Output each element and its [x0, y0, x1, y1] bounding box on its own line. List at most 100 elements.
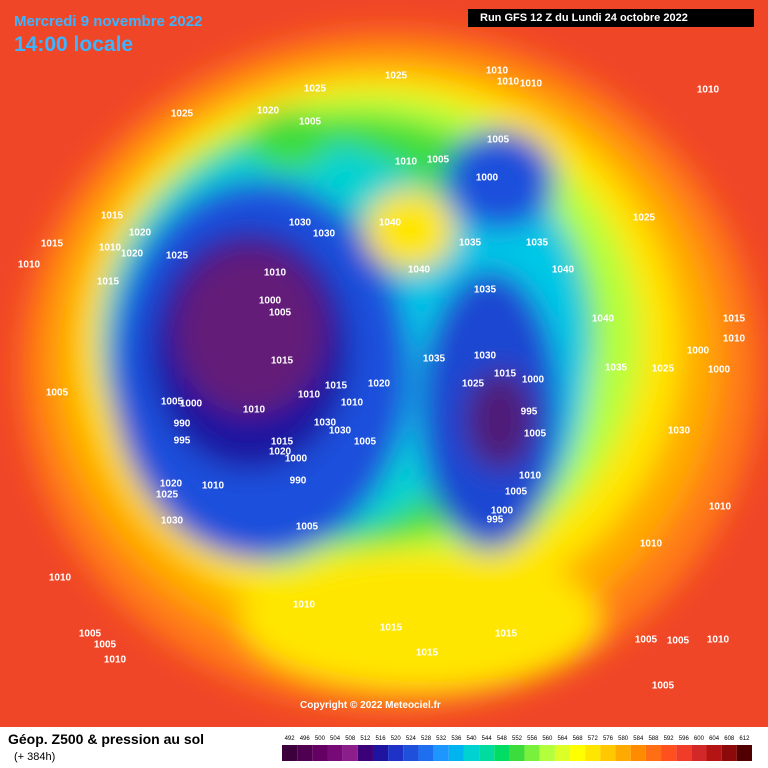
legend-swatch — [494, 745, 510, 761]
isobar-label: 1015 — [416, 648, 439, 659]
legend-swatch — [721, 745, 737, 761]
isobar-label: 1010 — [486, 66, 509, 77]
legend-swatch — [691, 745, 707, 761]
isobar-label: 1030 — [329, 426, 352, 437]
isobar-label: 1020 — [269, 447, 292, 458]
isobar-label: 1005 — [524, 429, 547, 440]
isobar-label: 1025 — [304, 84, 327, 95]
legend-swatch — [357, 745, 373, 761]
legend-swatch — [661, 745, 677, 761]
isobar-label: 1035 — [526, 238, 549, 249]
footer: Géop. Z500 & pression au sol (+ 384h) 49… — [0, 727, 768, 768]
legend-swatch — [676, 745, 692, 761]
isobar-label: 1005 — [296, 522, 319, 533]
isobar-label: 1005 — [161, 397, 184, 408]
legend-label: 524 — [406, 736, 417, 742]
isobar-label: 1005 — [79, 629, 102, 640]
isobar-label: 1005 — [427, 155, 450, 166]
isobar-label: 1005 — [652, 681, 675, 692]
legend-swatch — [342, 745, 358, 761]
legend-swatch — [297, 745, 313, 761]
legend-label: 576 — [603, 736, 614, 742]
isobar-label: 1000 — [476, 173, 499, 184]
isobar-label: 1005 — [94, 640, 117, 651]
isobar-label: 1025 — [171, 109, 194, 120]
isobar-label: 1000 — [285, 454, 308, 465]
isobar-label: 995 — [521, 407, 538, 418]
isobar-label: 1015 — [380, 623, 403, 634]
isobar-label: 1000 — [259, 296, 282, 307]
legend-label: 564 — [557, 736, 568, 742]
isobar-label: 1010 — [99, 243, 122, 254]
isobar-label: 1005 — [269, 308, 292, 319]
legend-label: 588 — [648, 736, 659, 742]
isobar-label: 1010 — [723, 334, 746, 345]
legend-swatch — [388, 745, 404, 761]
legend-label: 508 — [345, 736, 356, 742]
isobar-label: 1010 — [519, 471, 542, 482]
isobar-label: 1040 — [408, 265, 431, 276]
legend-label: 504 — [330, 736, 341, 742]
isobar-label: 1010 — [293, 600, 316, 611]
isobar-label: 1030 — [314, 418, 337, 429]
legend-swatch — [372, 745, 389, 761]
isobar-label: 1025 — [156, 490, 179, 501]
legend-label: 592 — [664, 736, 675, 742]
isobar-label: 1030 — [289, 218, 312, 229]
isobar-label: 995 — [487, 515, 504, 526]
isobar-label: 1040 — [552, 265, 575, 276]
isobar-label: 1015 — [723, 314, 746, 325]
legend-swatch — [327, 745, 343, 761]
isobar-label: 1020 — [129, 228, 152, 239]
isobar-label: 1010 — [497, 77, 520, 88]
isobar-label: 990 — [174, 419, 191, 430]
isobar-label: 1000 — [708, 365, 731, 376]
isobar-label: 1040 — [379, 218, 402, 229]
legend-swatch — [630, 745, 646, 761]
legend-swatch — [736, 745, 752, 761]
isobar-label: 1020 — [368, 379, 391, 390]
legend-label: 512 — [360, 736, 371, 742]
isobar-label: 1000 — [522, 375, 545, 386]
isobar-label: 1010 — [640, 539, 663, 550]
isobar-label: 1005 — [635, 635, 658, 646]
isobar-label: 1010 — [243, 405, 266, 416]
isobar-label: 1000 — [180, 399, 203, 410]
legend-label: 572 — [588, 736, 599, 742]
isobar-label: 1010 — [520, 79, 543, 90]
legend-swatch — [479, 745, 495, 761]
legend-label: 612 — [739, 736, 750, 742]
legend-label: 596 — [679, 736, 690, 742]
isobar-label: 1035 — [474, 285, 497, 296]
legend-swatch — [524, 745, 540, 761]
legend-label: 492 — [285, 736, 296, 742]
legend-label: 584 — [633, 736, 644, 742]
legend-label: 580 — [618, 736, 629, 742]
legend-swatch — [463, 745, 480, 761]
isobar-label: 1030 — [474, 351, 497, 362]
isobar-label: 1010 — [18, 260, 41, 271]
legend-label: 540 — [467, 736, 478, 742]
isobar-label: 1035 — [459, 238, 482, 249]
isobar-label: 1020 — [257, 106, 280, 117]
legend-swatch — [403, 745, 419, 761]
isobar-label: 1010 — [49, 573, 72, 584]
isobar-label: 1020 — [121, 249, 144, 260]
isobar-label: 1015 — [41, 239, 64, 250]
isobar-label: 1010 — [697, 85, 720, 96]
legend-swatch — [570, 745, 586, 761]
geopotential-field — [20, 30, 760, 710]
isobar-label: 1015 — [271, 437, 294, 448]
isobar-label: 1025 — [385, 71, 408, 82]
legend-label: 528 — [421, 736, 432, 742]
isobar-label: 1005 — [299, 117, 322, 128]
legend-swatch — [433, 745, 449, 761]
legend-label: 600 — [694, 736, 705, 742]
isobar-label: 1035 — [605, 363, 628, 374]
isobar-label: 990 — [290, 476, 307, 487]
local-time: 14:00 locale — [14, 33, 134, 56]
legend-swatch — [418, 745, 434, 761]
isobar-label: 1010 — [707, 635, 730, 646]
isobar-label: 1015 — [495, 629, 518, 640]
